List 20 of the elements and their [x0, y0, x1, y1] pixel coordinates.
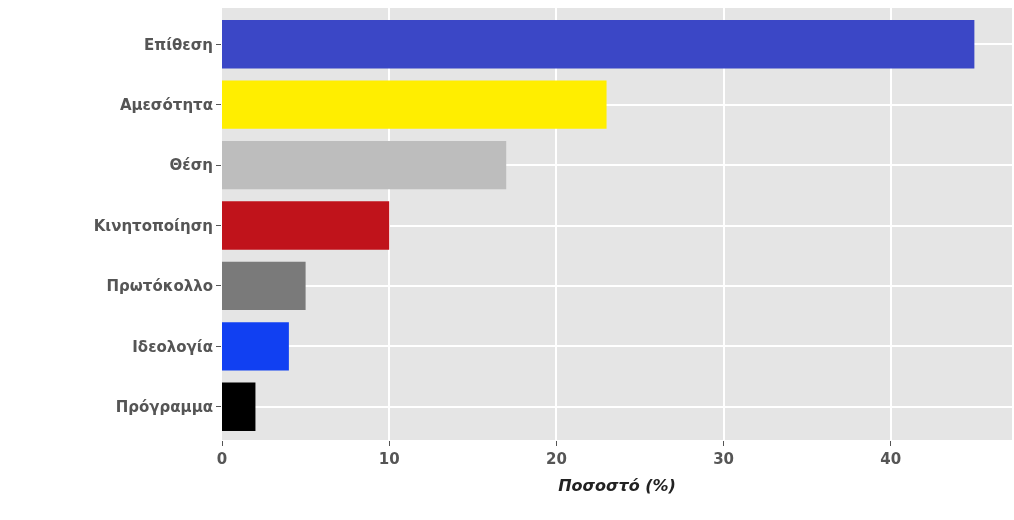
- y-tick-label: Πρόγραμμα: [115, 398, 213, 417]
- x-tick-label: 40: [880, 450, 902, 468]
- bar: [222, 80, 607, 129]
- x-tick-label: 30: [713, 450, 735, 468]
- y-tick-label: Κινητοποίηση: [93, 216, 213, 235]
- bar: [222, 261, 306, 311]
- bar: [222, 201, 390, 250]
- x-tick-label: 0: [216, 450, 228, 468]
- x-tick-label: 20: [545, 450, 567, 468]
- bar: [222, 140, 507, 190]
- y-tick-label: Επίθεση: [144, 35, 213, 54]
- x-axis-title: Ποσοστό (%): [558, 475, 676, 495]
- bar: [222, 322, 289, 371]
- y-tick-label: Πρωτόκολλο: [106, 277, 213, 296]
- x-tick-label: 10: [378, 450, 400, 468]
- y-tick-label: Αμεσότητα: [119, 95, 213, 114]
- y-tick-label: Θέση: [169, 156, 213, 175]
- y-tick-label: Ιδεολογία: [132, 337, 213, 356]
- bar: [222, 20, 975, 69]
- bar: [222, 382, 256, 431]
